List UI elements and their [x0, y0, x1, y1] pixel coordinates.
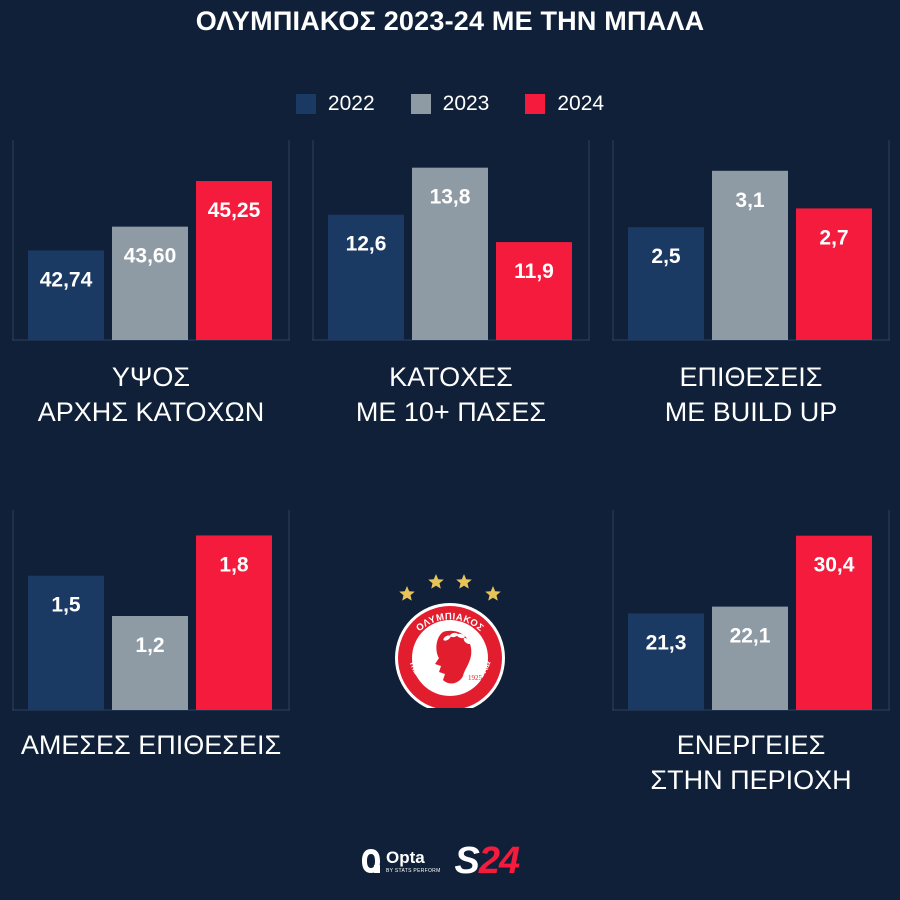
- panel-label: ΕΠΙΘΕΣΕΙΣ ΜΕ BUILD UP: [600, 360, 900, 430]
- panel-label-line: ΣΤΗΝ ΠΕΡΙΟΧΗ: [650, 765, 852, 795]
- chart-svg: 42,74 43,60 45,25: [12, 140, 290, 341]
- star-icon: [456, 574, 472, 589]
- data-label-2022: 2,5: [651, 245, 681, 268]
- legend-item-2022: 2022: [295, 92, 375, 116]
- chart-panel-build-up-attacks: 2,5 3,1 2,7 ΕΠΙΘΕΣΕΙΣ ΜΕ BUILD UP: [612, 140, 890, 427]
- crest-year: 1925: [468, 674, 483, 682]
- panel-label-line: ΕΠΙΘΕΣΕΙΣ: [679, 362, 823, 392]
- bar-2022: [328, 214, 404, 340]
- data-label-2023: 3,1: [735, 189, 765, 212]
- legend-label-2024: 2024: [557, 92, 605, 115]
- data-label-2024: 45,25: [208, 199, 261, 222]
- opta-subtext: BY STATS PERFORM: [386, 867, 441, 874]
- panel-label-line: ΚΑΤΟΧΕΣ: [389, 362, 513, 392]
- s24-number: 24: [478, 840, 520, 882]
- bar-2022: [628, 613, 704, 710]
- legend-item-2023: 2023: [410, 92, 490, 116]
- s24-logo: S24: [454, 840, 521, 882]
- page-title: ΟΛΥΜΠΙΑΚΟΣ 2023-24 ΜΕ ΤΗΝ ΜΠΑΛΑ: [195, 6, 705, 36]
- panel-label: ΥΨΟΣ ΑΡΧΗΣ ΚΑΤΟΧΩΝ: [0, 360, 302, 430]
- panel-label-line: ΥΨΟΣ: [111, 362, 191, 392]
- data-label-2022: 21,3: [646, 631, 687, 654]
- bar-2024: [796, 208, 872, 340]
- data-label-2023: 22,1: [730, 625, 771, 648]
- legend-swatch-2022: [295, 94, 316, 114]
- footer: Opta BY STATS PERFORM S24: [360, 840, 521, 882]
- chart-svg: 21,3 22,1 30,4: [612, 510, 890, 711]
- data-label-2024: 30,4: [814, 554, 855, 577]
- bar-2023: [712, 606, 788, 710]
- data-label-2023: 1,2: [135, 634, 164, 657]
- panel-label: ΕΝΕΡΓΕΙΕΣ ΣΤΗΝ ΠΕΡΙΟΧΗ: [600, 728, 900, 798]
- star-icon: [399, 586, 415, 601]
- panel-label-line: ΑΜΕΣΕΣ ΕΠΙΘΕΣΕΙΣ: [20, 730, 282, 760]
- bar-2023: [412, 167, 488, 340]
- data-label-2022: 12,6: [346, 233, 387, 256]
- chart-svg: 2,5 3,1 2,7: [612, 140, 890, 341]
- bar-2022: [628, 227, 704, 340]
- panel-label-line: ΕΝΕΡΓΕΙΕΣ: [676, 730, 826, 760]
- chart-svg: 12,6 13,8 11,9: [312, 140, 590, 341]
- data-label-2023: 13,8: [430, 186, 471, 209]
- chart-panel-direct-attacks: 1,5 1,2 1,8 ΑΜΕΣΕΣ ΕΠΙΘΕΣΕΙΣ: [12, 510, 290, 760]
- s24-letter: S: [454, 840, 480, 882]
- legend: 2022 2023 2024: [0, 92, 900, 116]
- panel-label: ΚΑΤΟΧΕΣ ΜΕ 10+ ΠΑΣΕΣ: [300, 360, 602, 430]
- chart-svg: 1,5 1,2 1,8: [12, 510, 290, 711]
- bar-2023: [112, 616, 188, 710]
- bar-2024: [196, 181, 272, 340]
- panel-label-line: ΑΡΧΗΣ ΚΑΤΟΧΩΝ: [37, 397, 265, 427]
- legend-label-2023: 2023: [442, 92, 490, 115]
- bar-2023: [112, 226, 188, 340]
- bar-2024: [496, 242, 572, 340]
- legend-swatch-2023: [410, 94, 431, 114]
- data-label-2024: 11,9: [514, 260, 554, 283]
- laurel-wreath-icon: [443, 632, 471, 644]
- panel-label-line: ΜΕ BUILD UP: [664, 397, 838, 427]
- data-label-2022: 1,5: [51, 594, 81, 617]
- bar-2022: [28, 575, 104, 710]
- bar-2023: [712, 170, 788, 340]
- bar-2022: [28, 250, 104, 340]
- data-label-2022: 42,74: [40, 268, 93, 291]
- panel-label: ΑΜΕΣΕΣ ΕΠΙΘΕΣΕΙΣ: [0, 728, 302, 763]
- star-icon: [485, 586, 501, 601]
- chart-panel-height-of-possession: 42,74 43,60 45,25 ΥΨΟΣ ΑΡΧΗΣ ΚΑΤΟΧΩΝ: [12, 140, 290, 427]
- data-label-2024: 1,8: [219, 553, 249, 576]
- opta-icon: [362, 849, 380, 873]
- legend-swatch-2024: [525, 94, 546, 114]
- head-profile-icon: [435, 630, 472, 684]
- legend-label-2022: 2022: [327, 92, 375, 115]
- bar-2024: [796, 535, 872, 710]
- chart-panel-box-actions: 21,3 22,1 30,4 ΕΝΕΡΓΕΙΕΣ ΣΤΗΝ ΠΕΡΙΟΧΗ: [612, 510, 890, 795]
- chart-panel-possessions-10-passes: 12,6 13,8 11,9 ΚΑΤΟΧΕΣ ΜΕ 10+ ΠΑΣΕΣ: [312, 140, 590, 427]
- legend-item-2024: 2024: [525, 92, 604, 116]
- panel-label-line: ΜΕ 10+ ΠΑΣΕΣ: [355, 397, 547, 427]
- data-label-2024: 2,7: [819, 226, 848, 249]
- opta-logo: Opta BY STATS PERFORM: [360, 848, 441, 874]
- opta-wordmark: Opta: [386, 847, 425, 867]
- star-icon: [428, 574, 444, 589]
- data-label-2023: 43,60: [124, 245, 177, 268]
- bar-2024: [196, 535, 272, 710]
